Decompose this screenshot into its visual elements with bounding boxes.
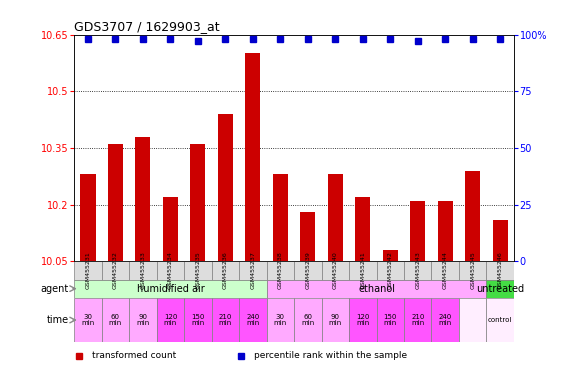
Text: 30
min: 30 min bbox=[81, 314, 95, 326]
Bar bbox=[410, 201, 425, 262]
Text: 90
min: 90 min bbox=[136, 314, 150, 326]
Text: GSM455246: GSM455246 bbox=[498, 252, 502, 289]
Bar bbox=[432, 298, 459, 342]
Bar bbox=[212, 262, 239, 280]
Text: humidified air: humidified air bbox=[136, 284, 204, 294]
Bar bbox=[376, 262, 404, 280]
Text: 120
min: 120 min bbox=[356, 314, 369, 326]
Text: percentile rank within the sample: percentile rank within the sample bbox=[255, 351, 408, 361]
Text: GSM455231: GSM455231 bbox=[86, 252, 90, 289]
Bar bbox=[459, 262, 486, 280]
Bar bbox=[294, 298, 321, 342]
Bar bbox=[246, 53, 260, 262]
Bar bbox=[218, 114, 233, 262]
Text: untreated: untreated bbox=[476, 284, 524, 294]
Bar bbox=[404, 262, 432, 280]
Text: 210
min: 210 min bbox=[219, 314, 232, 326]
Text: GSM455243: GSM455243 bbox=[415, 252, 420, 290]
Bar bbox=[273, 174, 288, 262]
Bar bbox=[129, 298, 156, 342]
Text: 120
min: 120 min bbox=[164, 314, 177, 326]
Text: GSM455236: GSM455236 bbox=[223, 252, 228, 289]
Text: 150
min: 150 min bbox=[384, 314, 397, 326]
Text: agent: agent bbox=[41, 284, 69, 294]
Text: time: time bbox=[47, 315, 69, 325]
Bar bbox=[328, 174, 343, 262]
Bar bbox=[190, 144, 206, 262]
Bar bbox=[267, 262, 294, 280]
Bar bbox=[486, 262, 514, 280]
Bar bbox=[81, 174, 95, 262]
Bar bbox=[349, 298, 376, 342]
Text: GSM455237: GSM455237 bbox=[250, 252, 255, 290]
Bar bbox=[74, 298, 102, 342]
Text: GSM455239: GSM455239 bbox=[305, 252, 310, 290]
Bar bbox=[321, 262, 349, 280]
Bar bbox=[267, 298, 294, 342]
Text: GSM455238: GSM455238 bbox=[278, 252, 283, 289]
Text: GSM455245: GSM455245 bbox=[470, 252, 475, 289]
Text: GSM455232: GSM455232 bbox=[113, 252, 118, 290]
Bar bbox=[102, 262, 129, 280]
Text: 90
min: 90 min bbox=[329, 314, 342, 326]
Bar bbox=[267, 280, 486, 298]
Bar bbox=[156, 298, 184, 342]
Bar bbox=[404, 298, 432, 342]
Bar bbox=[321, 298, 349, 342]
Bar bbox=[349, 262, 376, 280]
Bar bbox=[74, 262, 102, 280]
Text: 150
min: 150 min bbox=[191, 314, 204, 326]
Bar bbox=[294, 262, 321, 280]
Bar bbox=[376, 298, 404, 342]
Text: GSM455242: GSM455242 bbox=[388, 252, 393, 290]
Text: 210
min: 210 min bbox=[411, 314, 424, 326]
Bar bbox=[300, 212, 315, 262]
Text: GSM455240: GSM455240 bbox=[333, 252, 338, 289]
Bar bbox=[355, 197, 371, 262]
Bar bbox=[486, 280, 514, 298]
Text: 30
min: 30 min bbox=[274, 314, 287, 326]
Bar bbox=[184, 262, 212, 280]
Text: GSM455244: GSM455244 bbox=[443, 252, 448, 290]
Text: control: control bbox=[488, 317, 512, 323]
Bar bbox=[383, 250, 398, 262]
Text: ethanol: ethanol bbox=[358, 284, 395, 294]
Bar bbox=[129, 262, 156, 280]
Bar bbox=[108, 144, 123, 262]
Bar bbox=[74, 280, 267, 298]
Text: 240
min: 240 min bbox=[439, 314, 452, 326]
Bar bbox=[239, 262, 267, 280]
Bar bbox=[465, 170, 480, 262]
Bar bbox=[459, 298, 486, 342]
Text: 60
min: 60 min bbox=[109, 314, 122, 326]
Text: GSM455234: GSM455234 bbox=[168, 252, 173, 290]
Bar bbox=[432, 262, 459, 280]
Bar bbox=[486, 298, 514, 342]
Bar bbox=[437, 201, 453, 262]
Bar bbox=[163, 197, 178, 262]
Text: GSM455235: GSM455235 bbox=[195, 252, 200, 289]
Text: transformed count: transformed count bbox=[92, 351, 176, 361]
Text: GSM455241: GSM455241 bbox=[360, 252, 365, 289]
Bar bbox=[212, 298, 239, 342]
Text: GDS3707 / 1629903_at: GDS3707 / 1629903_at bbox=[74, 20, 220, 33]
Bar bbox=[156, 262, 184, 280]
Bar bbox=[493, 220, 508, 262]
Text: 60
min: 60 min bbox=[301, 314, 315, 326]
Bar bbox=[239, 298, 267, 342]
Bar bbox=[135, 137, 151, 262]
Bar bbox=[102, 298, 129, 342]
Text: GSM455233: GSM455233 bbox=[140, 252, 146, 290]
Text: 240
min: 240 min bbox=[246, 314, 259, 326]
Bar bbox=[184, 298, 212, 342]
